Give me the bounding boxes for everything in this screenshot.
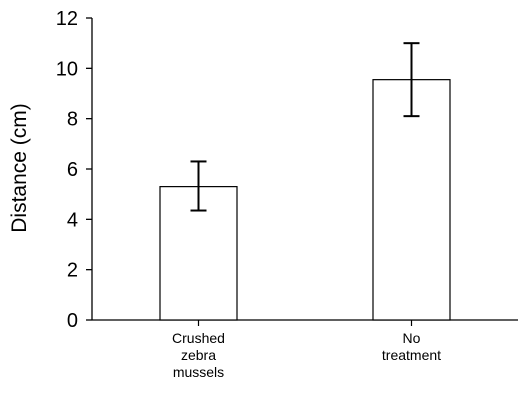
y-tick-label: 4 (67, 209, 78, 231)
category-label-line: Crushed (172, 330, 225, 346)
y-tick-label: 2 (67, 260, 78, 282)
category-label-line: treatment (382, 347, 441, 363)
y-tick-label: 8 (67, 109, 78, 131)
y-tick-label: 0 (67, 310, 78, 332)
category-label: Crushed zebra mussels (172, 330, 225, 380)
y-tick-label: 10 (56, 58, 78, 80)
y-axis-label: Distance (cm) (8, 103, 31, 233)
category-label: No treatment (382, 330, 441, 363)
category-label-line: No (403, 330, 421, 346)
category-label-line: mussels (173, 364, 224, 380)
x-axis (92, 320, 518, 326)
category-label-line: zebra (181, 347, 216, 363)
y-tick-label: 6 (67, 159, 78, 181)
category-labels: Crushed zebra mussels No treatment (172, 330, 441, 380)
y-axis: 0 2 4 6 8 10 12 (56, 8, 92, 332)
y-tick-label: 12 (56, 8, 78, 30)
